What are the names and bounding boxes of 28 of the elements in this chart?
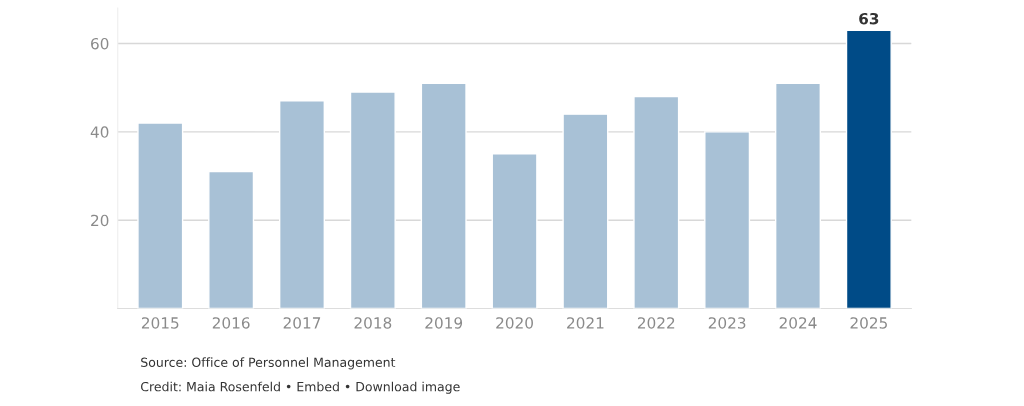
x-tick-label: 2025 bbox=[850, 317, 887, 329]
bar bbox=[704, 131, 751, 309]
x-tick-label: 2016 bbox=[212, 317, 250, 329]
data-label: 63 bbox=[859, 12, 879, 25]
bar bbox=[562, 113, 609, 309]
x-tick-label: 2018 bbox=[354, 317, 392, 329]
y-tick-label: 20 bbox=[91, 214, 109, 227]
x-tick-label: 2019 bbox=[425, 317, 463, 329]
x-tick-label: 2024 bbox=[779, 317, 817, 329]
y-tick-label: 40 bbox=[90, 126, 109, 138]
x-tick-label: 2017 bbox=[283, 317, 321, 329]
source-note: Source: Office of Personnel Management bbox=[141, 357, 396, 370]
bar bbox=[845, 29, 892, 309]
bar bbox=[420, 82, 467, 309]
x-tick-label: 2021 bbox=[567, 317, 604, 329]
bar bbox=[137, 122, 184, 309]
x-tick-label: 2023 bbox=[708, 317, 746, 329]
bar bbox=[278, 100, 326, 309]
bar bbox=[633, 95, 680, 309]
bar bbox=[349, 91, 396, 309]
y-tick-label: 60 bbox=[91, 37, 109, 50]
bar bbox=[491, 153, 538, 309]
x-tick-label: 2015 bbox=[141, 317, 179, 329]
bar bbox=[774, 82, 822, 309]
text: Credit: Maia Rosenfeld • Embed • Download image bbox=[140, 381, 460, 394]
x-tick-label: 2020 bbox=[496, 317, 533, 329]
bar bbox=[208, 170, 255, 309]
x-tick-label: 2022 bbox=[637, 317, 675, 329]
